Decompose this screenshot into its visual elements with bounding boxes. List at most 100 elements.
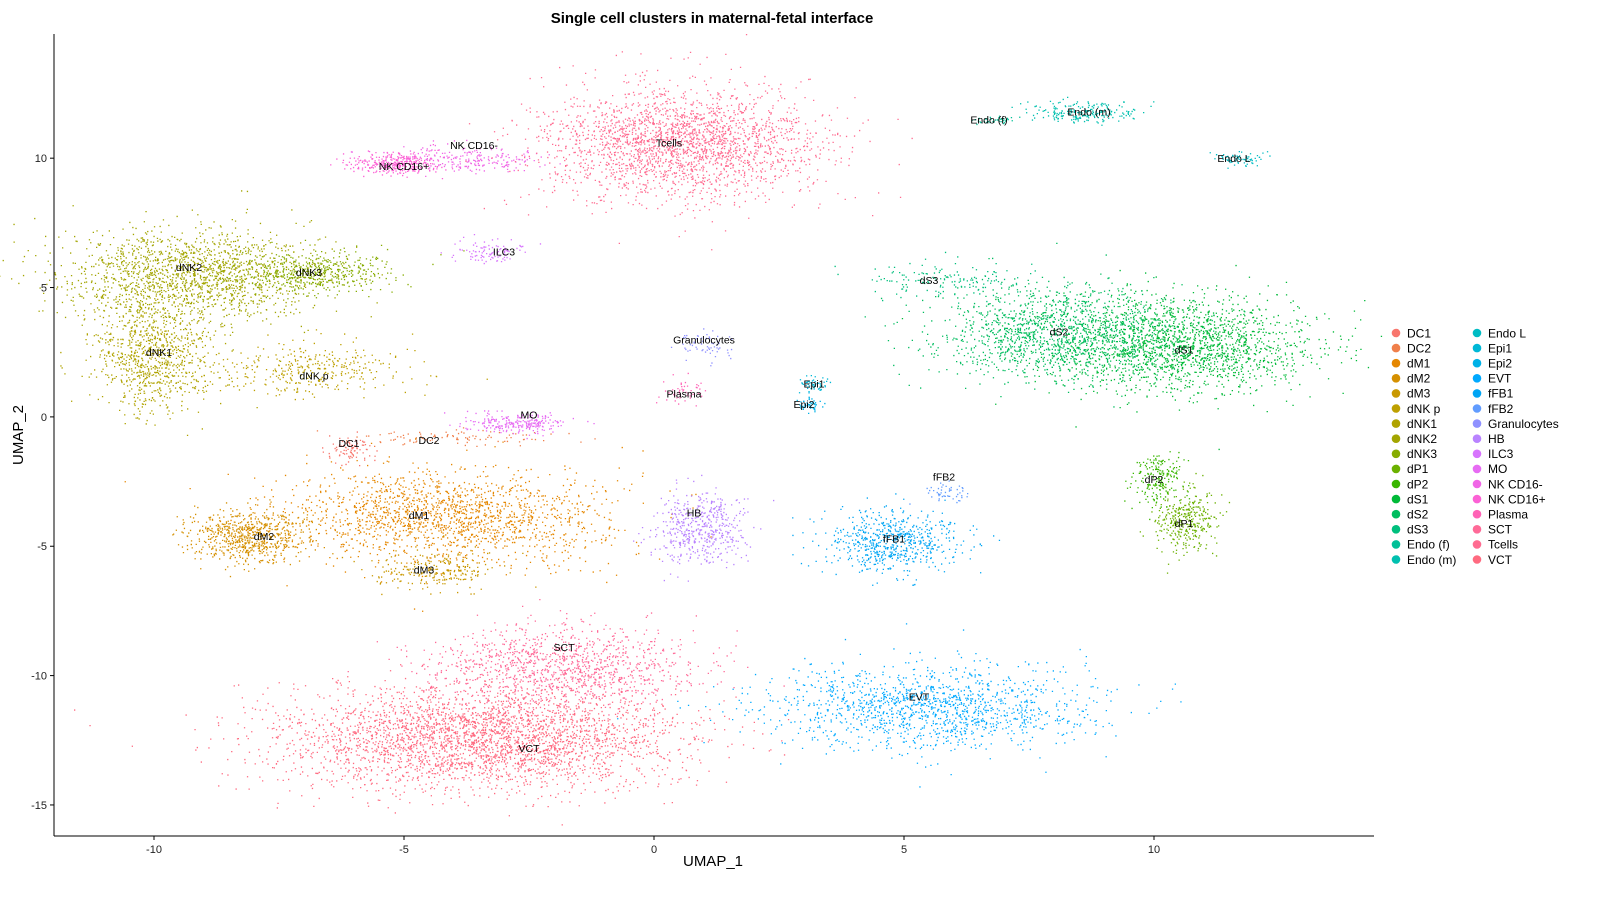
legend-label: DC2 xyxy=(1407,341,1431,355)
cluster-points-ds1 xyxy=(901,264,1383,451)
y-tick-label: 10 xyxy=(35,153,47,165)
legend-label: Plasma xyxy=(1488,508,1528,522)
legend-swatch xyxy=(1391,555,1401,564)
chart-title: Single cell clusters in maternal-fetal i… xyxy=(551,10,874,27)
cluster-point-cloud xyxy=(440,234,542,265)
y-tick-label: 5 xyxy=(41,283,47,295)
legend-label: dNK3 xyxy=(1407,447,1437,461)
legend-label: dS2 xyxy=(1407,508,1429,522)
legend-swatch xyxy=(1472,479,1482,489)
cluster-label: dM3 xyxy=(414,565,435,577)
legend-label: dP2 xyxy=(1407,477,1429,491)
cluster-label: NK CD16- xyxy=(450,140,498,152)
legend-swatch xyxy=(1472,434,1482,444)
cluster-points-dp2 xyxy=(1124,451,1191,521)
cluster-points-dnk-p xyxy=(201,329,488,401)
legend-swatch xyxy=(1391,494,1401,504)
legend-label: dNK2 xyxy=(1407,432,1437,446)
legend-label: dNK1 xyxy=(1407,417,1437,431)
legend-swatch xyxy=(1391,343,1401,353)
cluster-labels: NK CD16- NK CD16+ Tcells ILC3 dNK2 dNK3 dNK1 dN… xyxy=(146,107,1251,755)
legend-swatch xyxy=(1391,525,1401,534)
cluster-point-cloud xyxy=(322,431,378,467)
legend-label: VCT xyxy=(1488,553,1513,567)
cluster-point-cloud xyxy=(670,328,733,367)
legend-label: HB xyxy=(1488,432,1505,446)
cluster-label: Epi1 xyxy=(803,378,824,390)
cluster-label: fFB2 xyxy=(933,471,955,483)
cluster-label: DC1 xyxy=(338,438,359,450)
legend-label: EVT xyxy=(1488,372,1512,386)
legend-swatch xyxy=(1472,328,1482,338)
legend-swatch xyxy=(1391,479,1401,489)
cluster-label: Plasma xyxy=(666,389,701,401)
legend-swatch xyxy=(1472,449,1482,459)
legend-label: Tcells xyxy=(1488,538,1518,552)
cluster-point-cloud xyxy=(971,115,1021,126)
legend-label: Epi2 xyxy=(1488,357,1512,371)
cluster-label: dNK2 xyxy=(176,262,202,274)
cluster-label: dM1 xyxy=(409,510,430,522)
legend-label: Endo L xyxy=(1488,326,1526,340)
cluster-point-cloud xyxy=(341,535,537,596)
legend-swatch xyxy=(1391,419,1401,428)
y-tick-label: -5 xyxy=(37,541,47,553)
cluster-label: dS1 xyxy=(1175,345,1194,357)
cluster-points-dnk3 xyxy=(202,239,465,301)
cluster-points-mo xyxy=(444,410,595,440)
legend-label: dNK p xyxy=(1407,402,1441,416)
cluster-points-dc1 xyxy=(322,431,378,467)
y-axis-ticks: -15 -10 -5 0 5 10 xyxy=(31,153,54,812)
cluster-label: dS2 xyxy=(1050,327,1069,339)
cluster-label: DC2 xyxy=(418,435,439,447)
legend-label: ILC3 xyxy=(1488,447,1514,461)
cluster-point-cloud xyxy=(74,644,790,826)
cluster-label: fFB1 xyxy=(883,533,905,545)
cluster-label: Epi2 xyxy=(793,399,814,411)
y-tick-label: -15 xyxy=(31,800,47,812)
cluster-point-cloud xyxy=(201,329,488,401)
legend-label: dP1 xyxy=(1407,462,1429,476)
x-tick-label: 5 xyxy=(901,844,907,856)
cluster-points-hb xyxy=(633,474,775,582)
legend-swatch xyxy=(1391,509,1401,519)
cluster-points-dm1 xyxy=(124,438,712,612)
legend-swatch xyxy=(1391,374,1401,383)
cluster-label: dS3 xyxy=(920,275,939,287)
legend-swatch xyxy=(1391,464,1401,474)
cluster-label: ILC3 xyxy=(493,246,515,258)
cluster-point-cloud xyxy=(909,480,969,505)
cluster-label: MO xyxy=(521,409,538,421)
cluster-points-ffb1 xyxy=(792,493,1001,586)
legend-swatch xyxy=(1472,509,1482,519)
cluster-label: dNK3 xyxy=(296,267,322,279)
legend-label: Granulocytes xyxy=(1488,417,1559,431)
cluster-point-cloud xyxy=(444,410,595,440)
legend-swatch xyxy=(1472,389,1482,398)
cluster-label: dP2 xyxy=(1145,474,1164,486)
cluster-points-dnk2 xyxy=(0,190,390,362)
cluster-point-cloud xyxy=(1124,451,1191,521)
y-tick-label: 0 xyxy=(41,412,47,424)
cluster-label: dNK1 xyxy=(146,347,172,359)
cluster-points-vct xyxy=(74,644,790,826)
legend-label: fFB1 xyxy=(1488,387,1514,401)
cluster-points-evt xyxy=(617,623,1182,788)
legend-swatch xyxy=(1391,328,1401,338)
cluster-label: SCT xyxy=(554,642,576,654)
cluster-points-endo-f- xyxy=(971,115,1021,126)
legend-label: NK CD16+ xyxy=(1488,492,1546,506)
cluster-point-cloud xyxy=(124,438,712,612)
cluster-point-cloud xyxy=(465,34,913,251)
cluster-points-dp1 xyxy=(1139,472,1231,574)
x-axis-title: UMAP_1 xyxy=(683,853,743,870)
legend-label: Epi1 xyxy=(1488,341,1512,355)
legend-label: SCT xyxy=(1488,523,1513,537)
legend-swatch xyxy=(1472,419,1482,428)
cluster-points-tcells xyxy=(465,34,913,251)
cluster-point-cloud xyxy=(347,599,785,737)
x-tick-label: -10 xyxy=(146,844,162,856)
legend-swatch xyxy=(1472,358,1482,368)
